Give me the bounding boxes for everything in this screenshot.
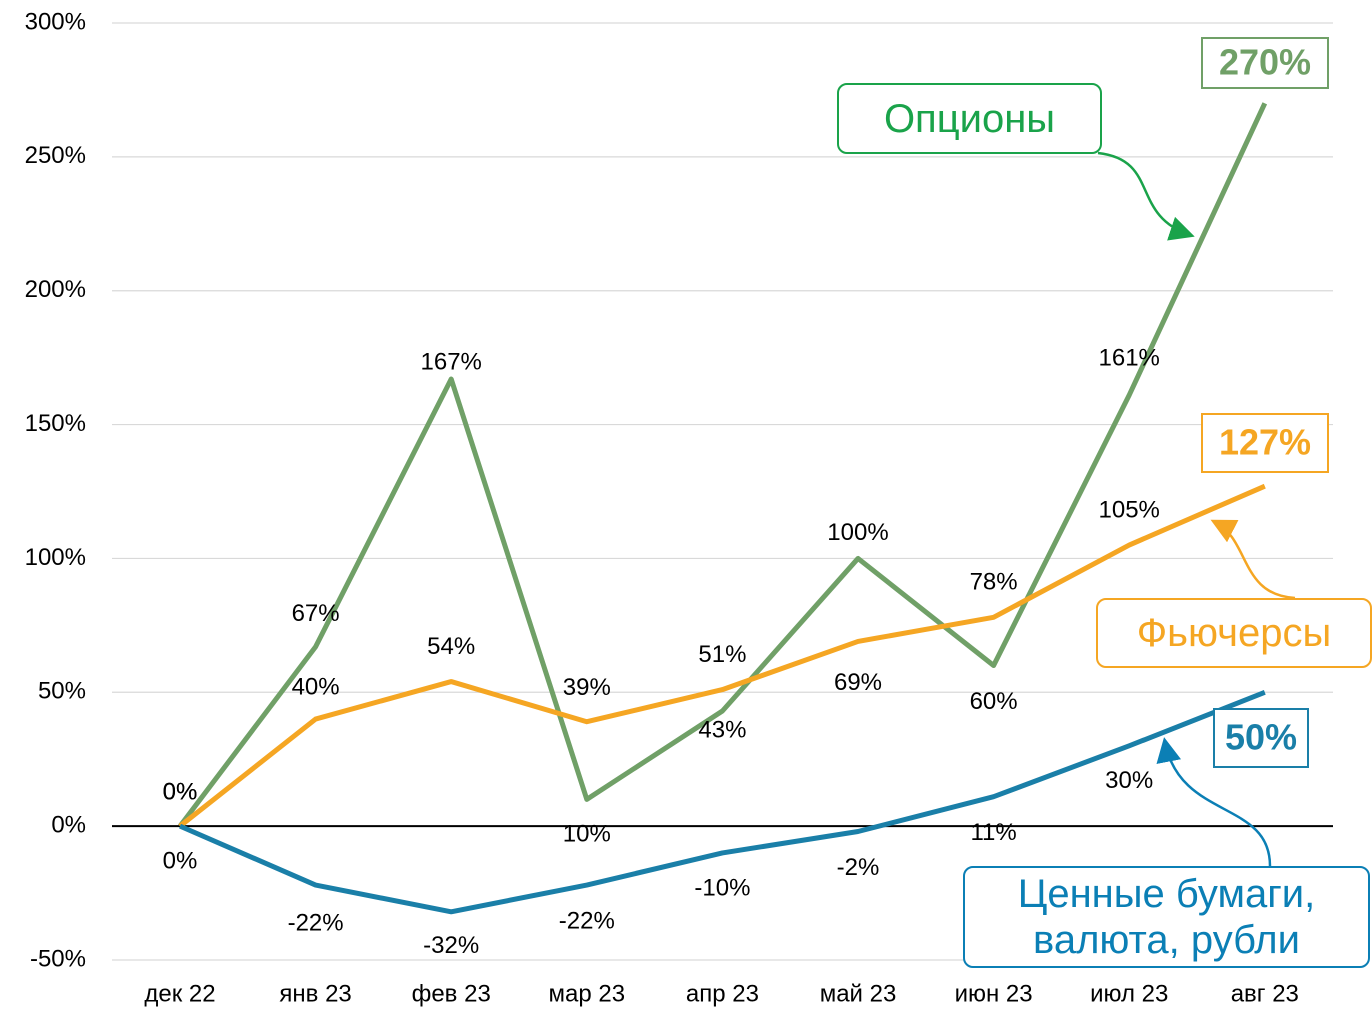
value-label: 43% [698, 716, 746, 743]
value-label: 78% [970, 569, 1018, 596]
value-label: 105% [1099, 496, 1160, 523]
series-line [178, 102, 1268, 828]
series-name-box: Фьючерсы [1096, 598, 1372, 668]
y-tick-label: -50% [30, 945, 86, 972]
value-label: -2% [837, 854, 880, 881]
x-tick-label: авг 23 [1231, 980, 1299, 1007]
value-label: 0% [163, 778, 198, 805]
value-label: 39% [563, 674, 611, 701]
value-label: 50% [1225, 717, 1297, 758]
value-label: 0% [163, 847, 198, 874]
value-label: 67% [292, 600, 340, 627]
arrow [1156, 737, 1272, 867]
value-label: 167% [421, 348, 482, 375]
y-tick-label: 150% [25, 410, 86, 437]
x-tick-label: июн 23 [955, 980, 1033, 1007]
arrow [1097, 151, 1195, 241]
value-label: 10% [563, 821, 611, 848]
x-tick-label: май 23 [820, 980, 897, 1007]
value-label: 127% [1219, 422, 1311, 463]
value-label: 60% [970, 688, 1018, 715]
value-label: 40% [292, 673, 340, 700]
value-label: -10% [694, 874, 750, 901]
value-label: 30% [1105, 767, 1153, 794]
series-name-box: Ценные бумаги, валюта, рубли [963, 866, 1370, 968]
value-label: 54% [427, 633, 475, 660]
x-tick-label: апр 23 [686, 980, 759, 1007]
y-tick-label: 50% [38, 678, 86, 705]
value-label-box [1201, 37, 1329, 89]
arrow [1210, 519, 1296, 600]
y-tick-label: 250% [25, 142, 86, 169]
x-tick-label: янв 23 [279, 980, 351, 1007]
x-tick-label: мар 23 [549, 980, 626, 1007]
value-label: 0% [163, 778, 198, 805]
value-label: 270% [1219, 42, 1311, 83]
y-tick-label: 200% [25, 276, 86, 303]
value-label-box [1213, 708, 1309, 768]
series-name-box: Опционы [837, 83, 1102, 154]
x-tick-label: июл 23 [1090, 980, 1168, 1007]
value-label: -22% [288, 909, 344, 936]
value-label: 69% [834, 669, 882, 696]
y-tick-label: 100% [25, 544, 86, 571]
y-tick-label: 0% [51, 811, 86, 838]
value-label: 11% [970, 819, 1016, 846]
series-line [178, 483, 1266, 829]
y-tick-label: 300% [25, 8, 86, 35]
value-label: -32% [423, 932, 479, 959]
value-label-box [1201, 413, 1329, 473]
x-tick-label: фев 23 [412, 980, 491, 1007]
series-line [179, 689, 1266, 915]
value-label: 51% [698, 641, 746, 668]
value-label: 100% [827, 519, 888, 546]
x-tick-label: дек 22 [144, 980, 215, 1007]
value-label: 161% [1099, 344, 1160, 371]
value-label: -22% [559, 907, 615, 934]
